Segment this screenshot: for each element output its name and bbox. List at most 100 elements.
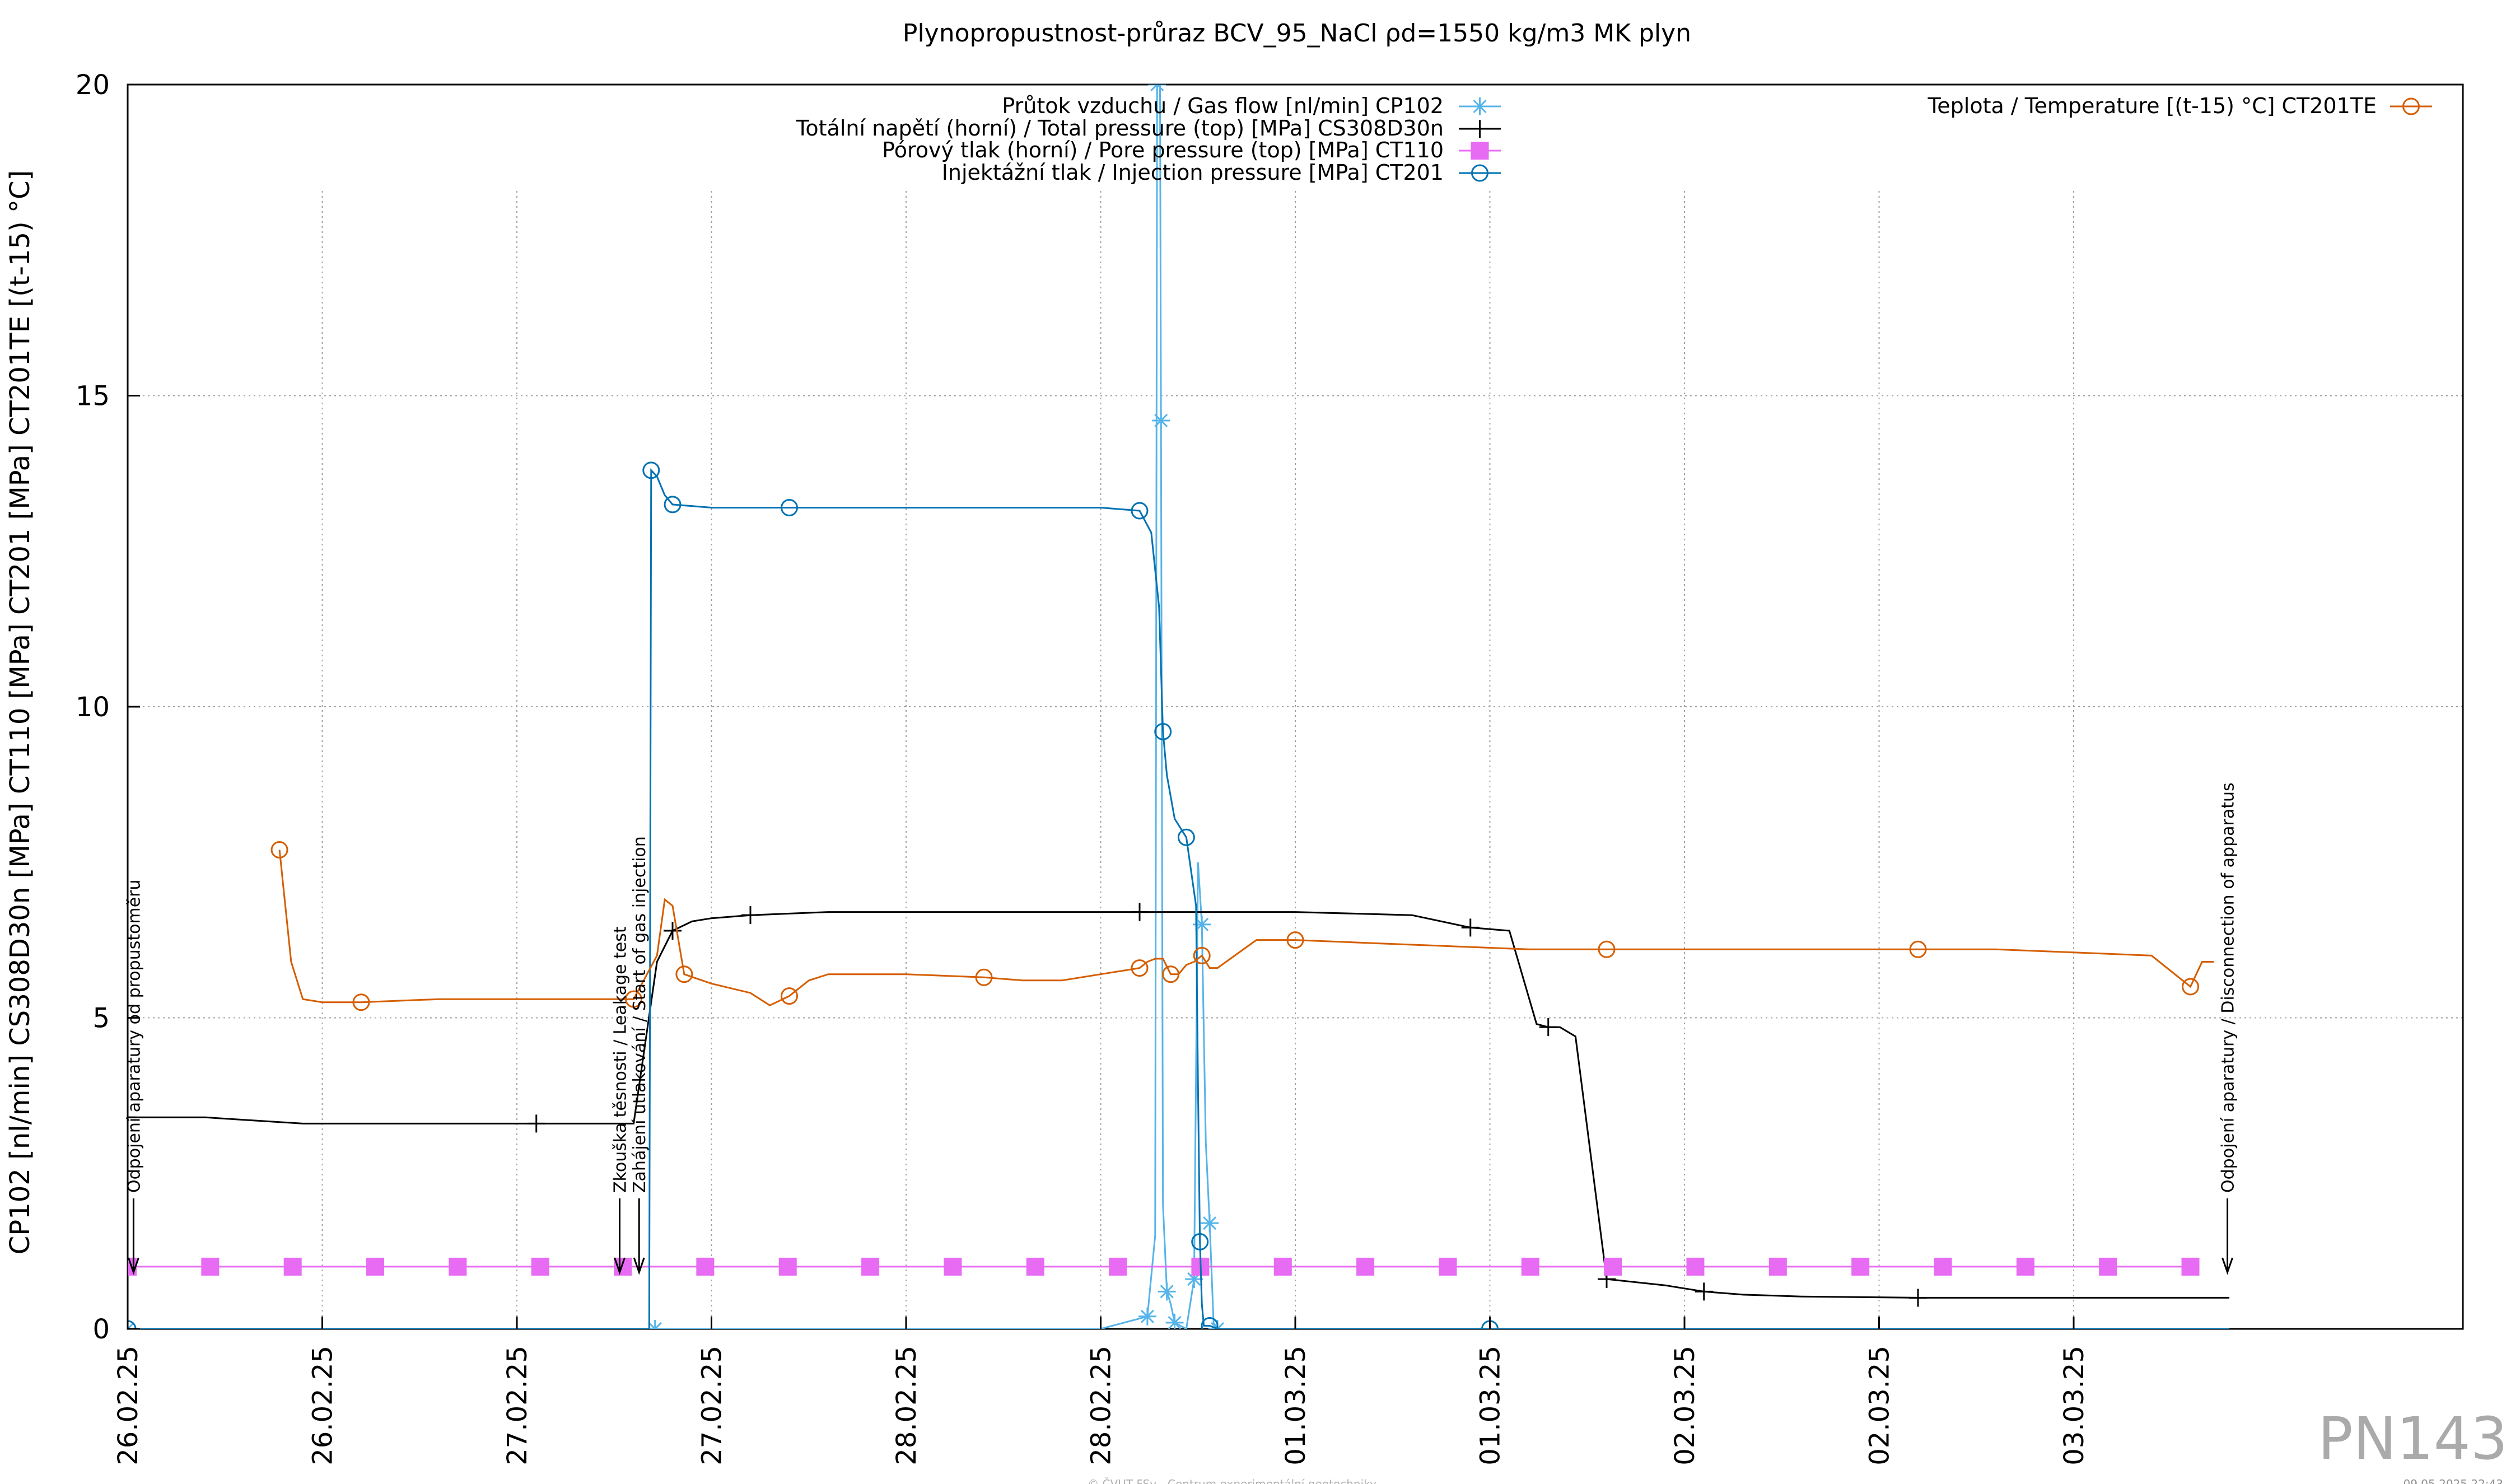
annotation-arrow-head: [128, 1257, 139, 1275]
legend-marker: [1471, 164, 1488, 182]
series-line: [128, 468, 2229, 1329]
x-tick-label: 27.02.25: [502, 1346, 533, 1466]
data-point: [1521, 1257, 1539, 1276]
series-4: [270, 841, 2214, 1011]
data-point: [2182, 978, 2199, 996]
x-tick-label: 27.02.25: [697, 1346, 728, 1466]
watermark: PN143: [2318, 1404, 2508, 1473]
data-point: [1185, 1270, 1203, 1289]
x-tick-label: 28.02.25: [1086, 1346, 1117, 1466]
annotation-label: Odpojení aparatury od propustoměru: [124, 880, 144, 1193]
data-point: [1026, 1257, 1044, 1276]
data-point: [1193, 946, 1211, 964]
data-point: [741, 906, 759, 925]
footer-center: © ČVUT FSv - Centrum experimentální geot…: [1088, 1477, 1376, 1484]
data-point: [2181, 1257, 2200, 1276]
data-point: [527, 1114, 545, 1133]
x-tick-label: 02.03.25: [1864, 1346, 1896, 1466]
data-point: [1768, 1257, 1787, 1276]
legend-label: Injektážní tlak / Injection pressure [MP…: [942, 160, 1444, 185]
data-point: [1109, 1257, 1127, 1276]
legend-marker: [1471, 97, 1489, 115]
y-axis-label: CP102 [nl/min] CS308D30n [MPa] CT110 [MP…: [4, 170, 36, 1254]
data-point: [1138, 1307, 1156, 1326]
data-point: [352, 993, 370, 1011]
data-point: [781, 987, 798, 1005]
data-point: [642, 461, 660, 479]
legend-label: Teplota / Temperature [(t-15) °C] CT201T…: [1928, 94, 2377, 118]
data-point: [1604, 1257, 1622, 1276]
data-point: [2016, 1257, 2034, 1276]
y-tick-label: 0: [92, 1314, 110, 1345]
data-point: [778, 1257, 797, 1276]
data-point: [861, 1257, 880, 1276]
data-point: [1695, 1282, 1713, 1301]
data-point: [1439, 1257, 1457, 1276]
data-point: [270, 841, 288, 859]
data-point: [944, 1257, 962, 1276]
legend: Průtok vzduchu / Gas flow [nl/min] CP102…: [796, 94, 2432, 185]
annotations-layer: Odpojení aparatury od propustoměru Zkoušk…: [124, 782, 2238, 1275]
data-point: [1851, 1257, 1870, 1276]
annotation-label: Zahájení utlakování / Start of gas injec…: [630, 836, 650, 1193]
legend-marker: [1471, 120, 1489, 138]
data-point: [1461, 918, 1480, 937]
y-tick-label: 10: [76, 692, 110, 723]
data-point: [1286, 931, 1304, 949]
data-point: [531, 1257, 549, 1276]
data-point: [1131, 502, 1149, 520]
x-tick-label: 01.03.25: [1475, 1346, 1506, 1466]
data-point: [1356, 1257, 1375, 1276]
data-point: [128, 1108, 137, 1127]
series-line: [128, 85, 2229, 1329]
data-point: [1539, 1018, 1557, 1037]
data-point: [1191, 1233, 1209, 1250]
data-point: [614, 1257, 632, 1276]
annotation-label: Zkouška těsnosti / Leakage test: [610, 926, 630, 1193]
data-point: [1165, 1313, 1184, 1329]
grid: [128, 191, 2463, 1329]
y-tick-label: 5: [92, 1003, 110, 1034]
chart-title: Plynopropustnost-průraz BCV_95_NaCl ρd=1…: [903, 19, 1691, 48]
series-1: [128, 903, 2229, 1307]
legend-marker: [1471, 142, 1489, 160]
x-tick-label: 02.03.25: [1669, 1346, 1701, 1466]
data-point: [1177, 828, 1195, 846]
data-point: [781, 498, 798, 516]
data-point: [1158, 1282, 1176, 1301]
data-point: [1193, 915, 1211, 934]
y-tick-label: 20: [76, 69, 110, 101]
x-tick-label: 28.02.25: [891, 1346, 922, 1466]
y-tick-label: 15: [76, 381, 110, 412]
series-0: [128, 85, 2229, 1329]
annotation-arrow-head: [633, 1257, 645, 1275]
data-point: [283, 1257, 302, 1276]
data-point: [1131, 959, 1149, 977]
data-point: [2099, 1257, 2117, 1276]
data-point: [366, 1257, 385, 1276]
series-2: [128, 1257, 2200, 1276]
data-point: [1909, 940, 1927, 958]
data-point: [1934, 1257, 1952, 1276]
x-tick-label: 26.02.25: [307, 1346, 339, 1466]
x-tick-label: 01.03.25: [1280, 1346, 1312, 1466]
annotation-arrow-head: [614, 1257, 626, 1275]
axis-ticks: 0 5 10 15 20 26.02.25 26.02.25 27.02.25 27.02.25…: [76, 69, 2090, 1466]
data-point: [696, 1257, 715, 1276]
data-point: [664, 921, 682, 940]
data-point: [1201, 1317, 1219, 1329]
x-tick-label: 26.02.25: [113, 1346, 144, 1466]
legend-label: Průtok vzduchu / Gas flow [nl/min] CP102: [1002, 94, 1444, 118]
data-point: [1131, 903, 1149, 921]
annotation-label: Odpojení aparatury / Disconnection of ap…: [2219, 782, 2238, 1193]
legend-label: Pórový tlak (horní) / Pore pressure (top…: [882, 138, 1444, 162]
data-point: [1909, 1289, 1927, 1307]
data-point: [675, 965, 693, 983]
legend-marker: [2402, 97, 2420, 115]
data-point: [449, 1257, 467, 1276]
data-point: [1273, 1257, 1292, 1276]
series-layer: [128, 85, 2229, 1329]
footer-right: 09.05.2025 22:43: [2403, 1477, 2503, 1484]
data-point: [1152, 411, 1170, 430]
